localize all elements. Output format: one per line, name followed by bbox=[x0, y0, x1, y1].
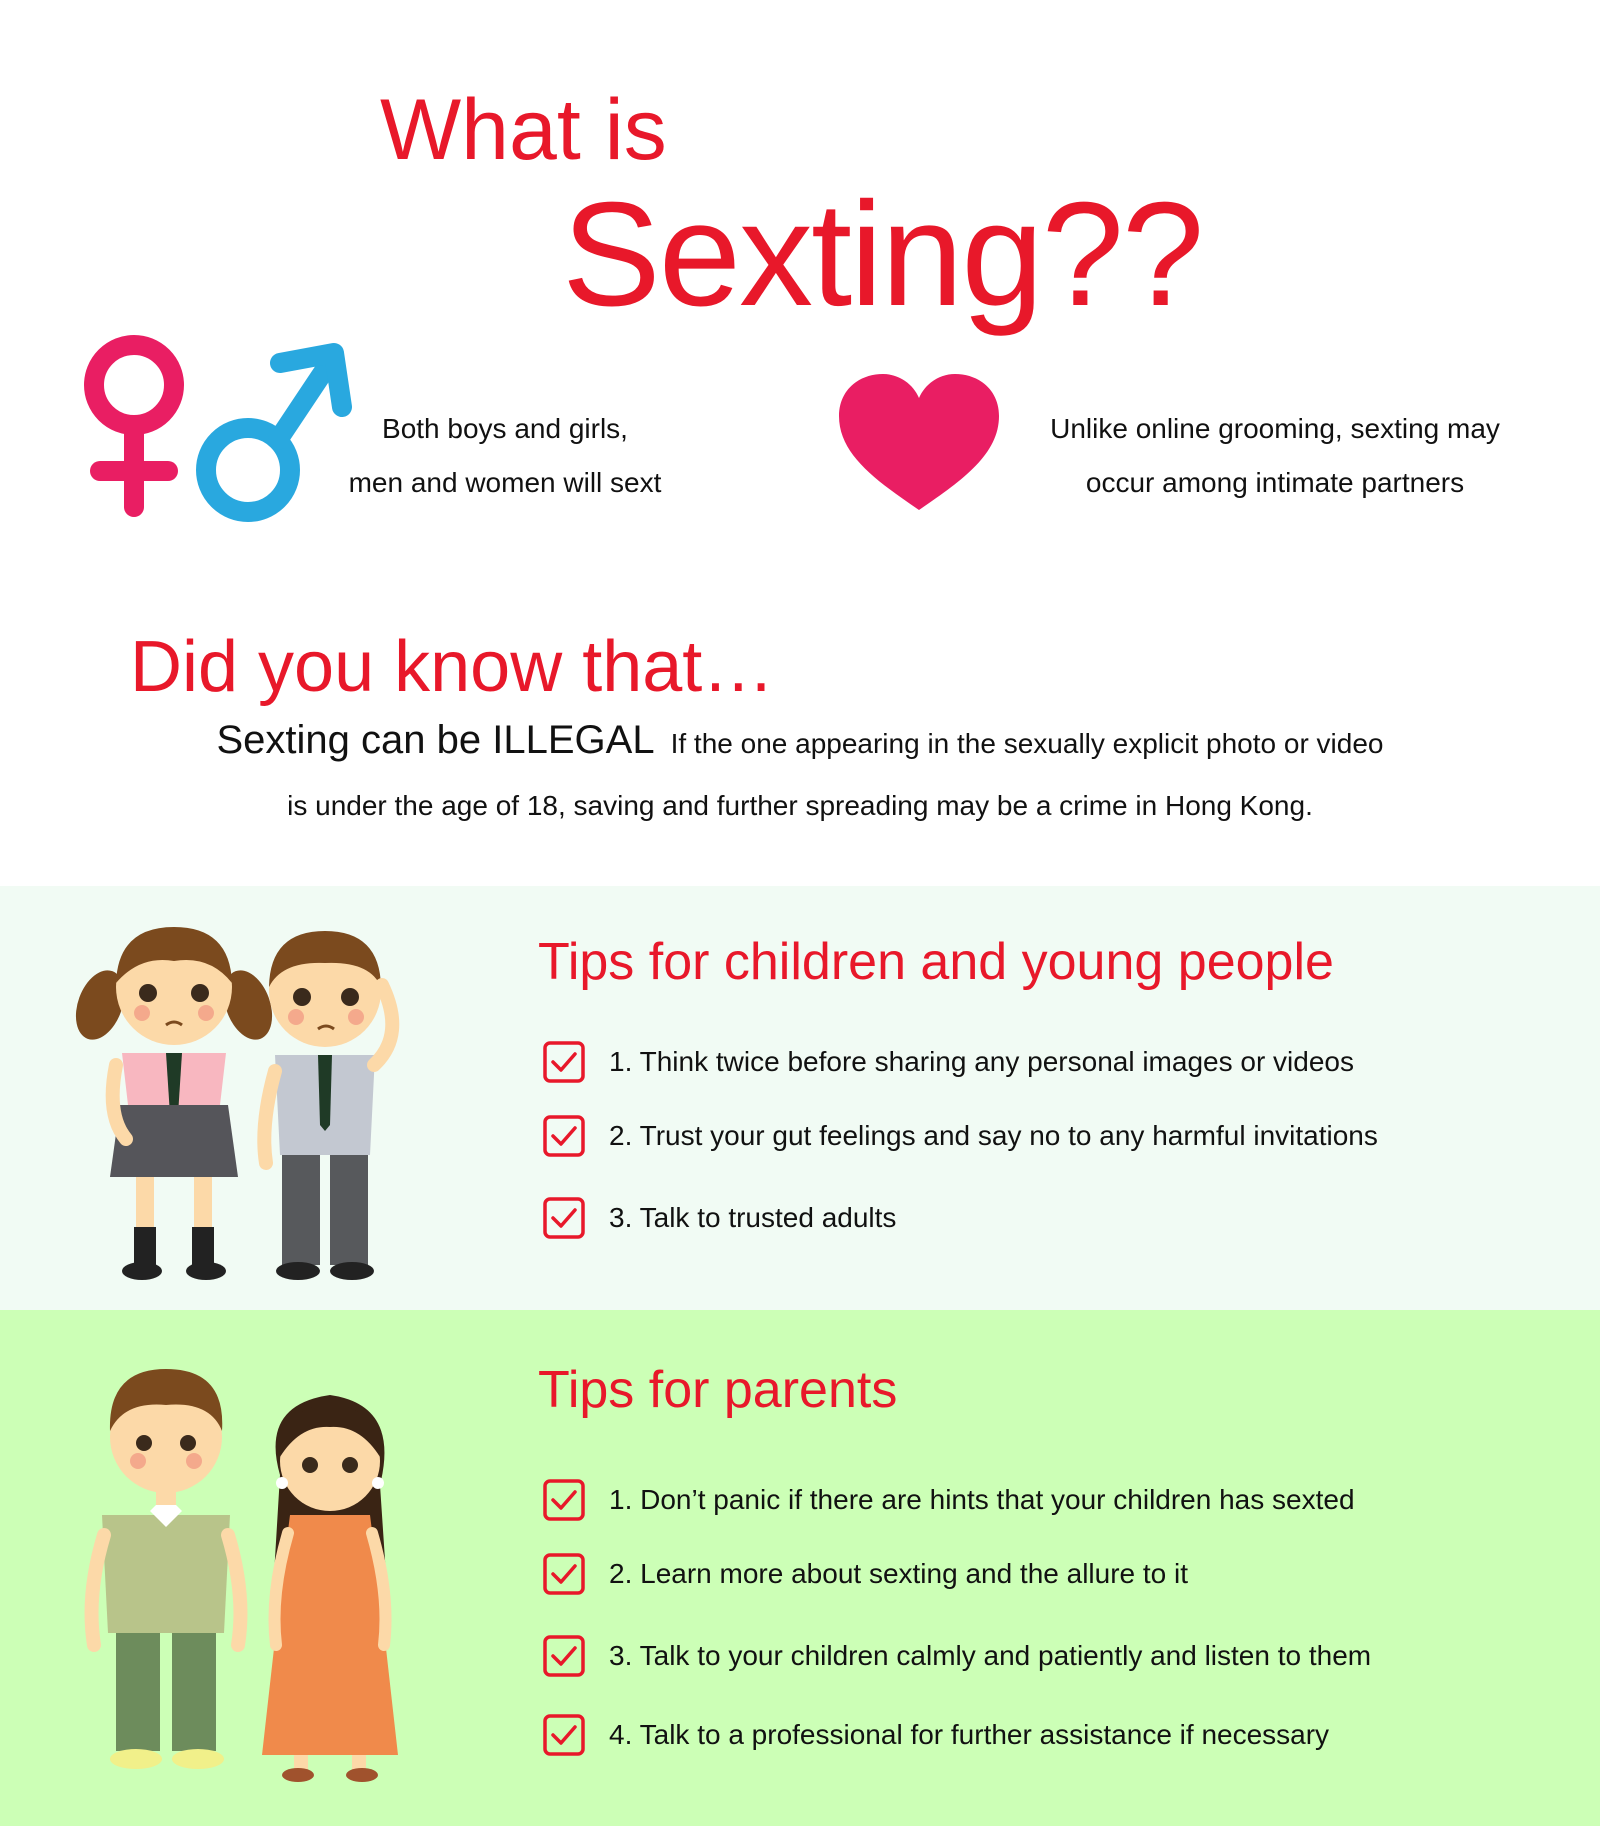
intro-right-line1: Unlike online grooming, sexting may bbox=[1050, 413, 1500, 444]
checkbox-checked-icon bbox=[543, 1479, 585, 1521]
parents-tip-item: 2. Learn more about sexting and the allu… bbox=[543, 1548, 1188, 1600]
kids-tip-text: 2. Trust your gut feelings and say no to… bbox=[609, 1120, 1378, 1151]
intro-left-line2: men and women will sext bbox=[348, 467, 662, 498]
kids-tip-text: 1. Think twice before sharing any person… bbox=[609, 1046, 1354, 1077]
parents-tip-text: 3. Talk to your children calmly and pati… bbox=[609, 1640, 1372, 1671]
heart-icon bbox=[839, 374, 999, 510]
illegal-statement: Sexting can be ILLEGAL If the one appeari… bbox=[0, 718, 1600, 763]
gender-icons bbox=[84, 335, 352, 522]
parents-tip-item: 1. Don’t panic if there are hints that y… bbox=[543, 1474, 1355, 1526]
kids-tip-item: 1. Think twice before sharing any person… bbox=[543, 1036, 1354, 1088]
parents-tip-text: 1. Don’t panic if there are hints that y… bbox=[609, 1484, 1355, 1515]
girl-figure bbox=[75, 927, 273, 1280]
illegal-rest-text: If the one appearing in the sexually exp… bbox=[670, 728, 1384, 759]
checkbox-checked-icon bbox=[543, 1115, 585, 1157]
father-figure bbox=[84, 1369, 248, 1769]
mother-figure bbox=[262, 1395, 398, 1782]
intro-left-text: Both boys and girls, men and women will … bbox=[330, 402, 680, 510]
boy-figure bbox=[257, 931, 400, 1280]
parents-illustration bbox=[84, 1369, 398, 1782]
illegal-strong-text: Sexting can be ILLEGAL bbox=[216, 718, 655, 762]
intro-right-line2: occur among intimate partners bbox=[1085, 467, 1465, 498]
children-illustration bbox=[75, 927, 400, 1280]
parents-tip-item: 4. Talk to a professional for further as… bbox=[543, 1709, 1329, 1761]
parents-tip-text: 2. Learn more about sexting and the allu… bbox=[609, 1558, 1189, 1589]
did-you-know-heading: Did you know that… bbox=[130, 627, 775, 707]
kids-tips-heading: Tips for children and young people bbox=[538, 933, 1334, 991]
intro-left-line1: Both boys and girls, bbox=[382, 413, 628, 444]
checkbox-checked-icon bbox=[543, 1041, 585, 1083]
intro-right-text: Unlike online grooming, sexting may occu… bbox=[1015, 402, 1535, 510]
checkbox-checked-icon bbox=[543, 1553, 585, 1595]
kids-tip-item: 3. Talk to trusted adults bbox=[543, 1192, 896, 1244]
kids-tip-item: 2. Trust your gut feelings and say no to… bbox=[543, 1110, 1378, 1162]
title-sexting: Sexting?? bbox=[562, 172, 1204, 337]
checkbox-checked-icon bbox=[543, 1197, 585, 1239]
male-symbol-icon bbox=[196, 343, 352, 522]
illegal-second-line: is under the age of 18, saving and furth… bbox=[287, 790, 1313, 821]
checkbox-checked-icon bbox=[543, 1635, 585, 1677]
parents-tips-heading: Tips for parents bbox=[538, 1361, 898, 1419]
title-what-is: What is bbox=[380, 82, 667, 178]
female-symbol-icon bbox=[84, 335, 184, 517]
parents-tip-text: 4. Talk to a professional for further as… bbox=[609, 1719, 1330, 1750]
checkbox-checked-icon bbox=[543, 1714, 585, 1756]
kids-tip-text: 3. Talk to trusted adults bbox=[609, 1202, 897, 1233]
parents-tip-item: 3. Talk to your children calmly and pati… bbox=[543, 1630, 1371, 1682]
